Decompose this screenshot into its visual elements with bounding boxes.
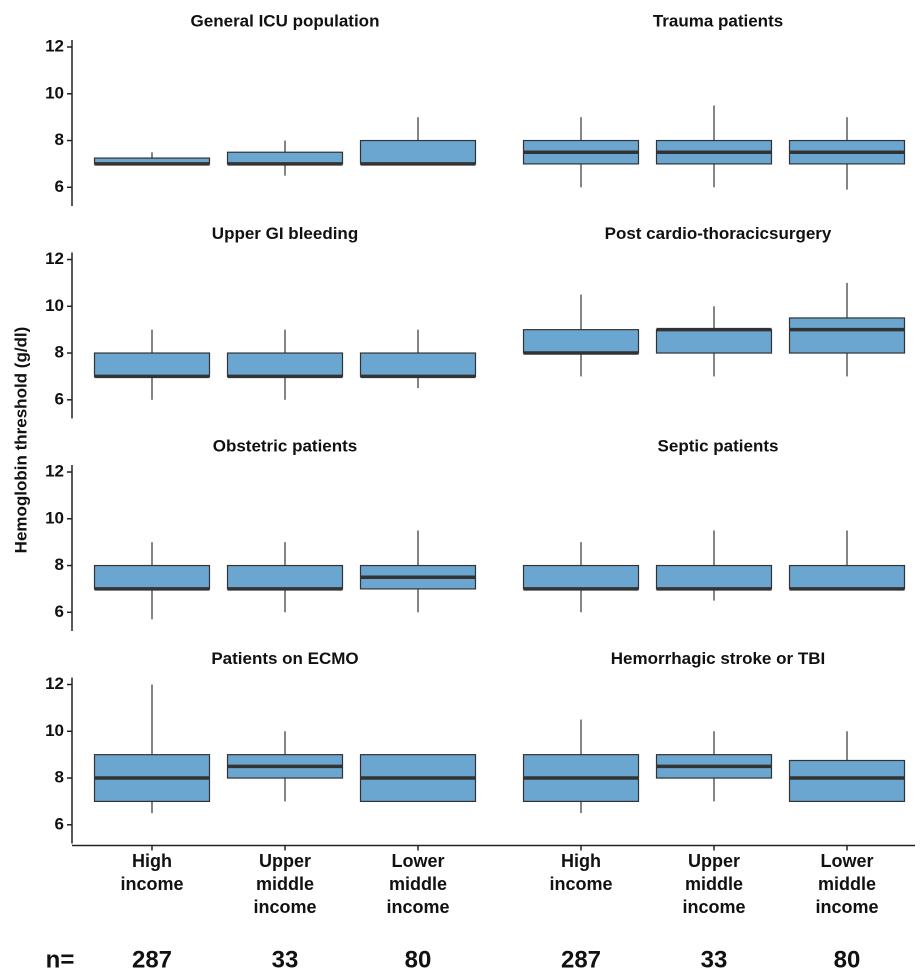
y-tick-label: 10	[45, 296, 64, 315]
y-tick-label: 12	[45, 461, 64, 480]
panel-title: Trauma patients	[653, 11, 783, 30]
y-tick-label: 6	[55, 602, 64, 621]
n-value: 287	[132, 946, 172, 973]
y-tick-label: 12	[45, 36, 64, 55]
x-tick-label: High income	[120, 851, 183, 894]
n-value: 33	[272, 946, 299, 973]
y-tick-label: 10	[45, 721, 64, 740]
box	[522, 329, 640, 354]
panel-title: Upper GI bleeding	[212, 224, 358, 243]
y-tick-label: 8	[55, 555, 64, 574]
box	[655, 564, 773, 590]
box	[655, 329, 773, 354]
y-tick-label: 10	[45, 508, 64, 527]
y-tick-label: 12	[45, 674, 64, 693]
box	[359, 352, 477, 378]
box	[226, 352, 344, 378]
box	[226, 151, 344, 165]
y-axis-label: Hemoglobin threshold (g/dl)	[11, 327, 30, 554]
x-tick-label: High income	[549, 851, 612, 894]
y-tick-label: 6	[55, 389, 64, 408]
y-tick-label: 6	[55, 177, 64, 196]
n-value: 287	[561, 946, 601, 973]
panel-title: Obstetric patients	[213, 436, 358, 455]
n-value: 33	[701, 946, 728, 973]
y-tick-label: 8	[55, 768, 64, 787]
n-value: 80	[834, 946, 861, 973]
y-tick-label: 8	[55, 343, 64, 362]
box	[788, 564, 906, 590]
y-tick-label: 12	[45, 249, 64, 268]
panel-title: Hemorrhagic stroke or TBI	[611, 649, 825, 668]
x-tick-label: Lower middle income	[815, 851, 878, 917]
panel-title: Septic patients	[658, 436, 779, 455]
x-tick-label: Upper middle income	[253, 851, 316, 917]
box	[359, 139, 477, 165]
panel-title: Patients on ECMO	[211, 649, 358, 668]
panel-title: General ICU population	[191, 11, 380, 30]
box	[226, 564, 344, 590]
x-tick-label: Lower middle income	[386, 851, 449, 917]
box	[788, 317, 906, 354]
panel-title: Post cardio-thoracicsurgery	[605, 224, 832, 243]
n-value: 80	[405, 946, 432, 973]
box	[788, 759, 906, 803]
y-tick-label: 8	[55, 130, 64, 149]
box	[93, 352, 211, 378]
n-label: n=	[46, 946, 75, 973]
y-tick-label: 10	[45, 83, 64, 102]
y-tick-label: 6	[55, 814, 64, 833]
box	[522, 564, 640, 590]
box	[93, 564, 211, 590]
x-tick-label: Upper middle income	[682, 851, 745, 917]
